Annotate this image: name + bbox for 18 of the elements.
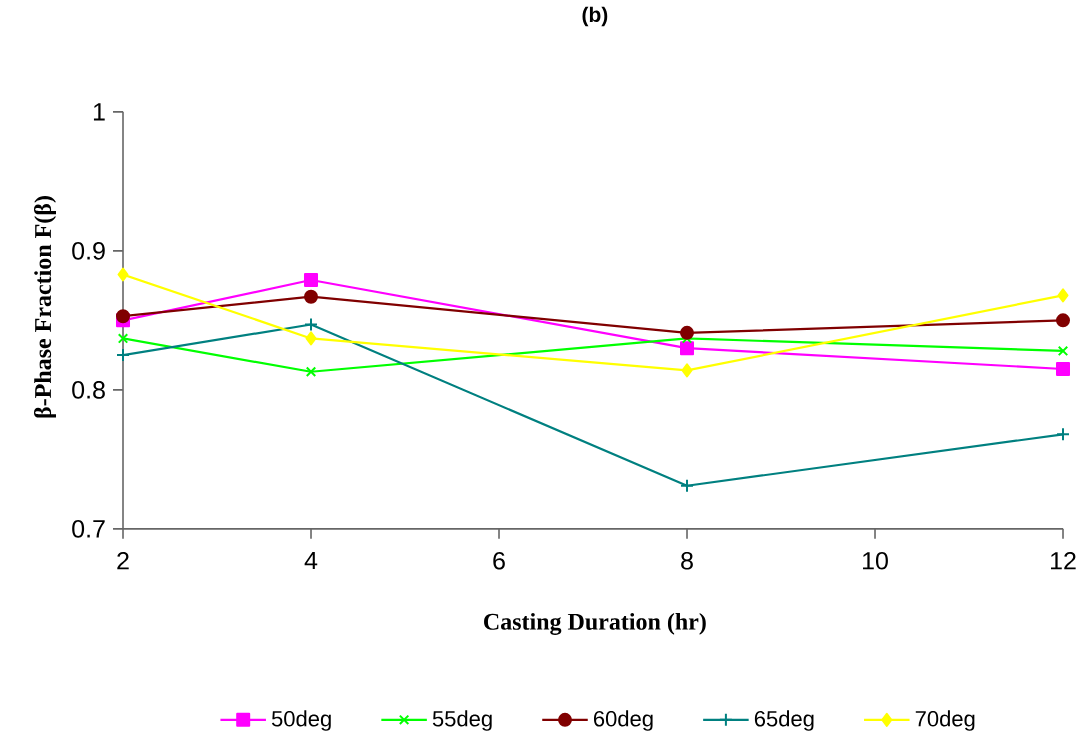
x-axis-title: Casting Duration (hr) xyxy=(484,613,706,635)
x-tick-label: 2 xyxy=(117,552,129,570)
x-tick-label: 10 xyxy=(863,552,888,570)
legend-label: 65deg xyxy=(754,710,814,731)
y-tick-label: 0.9 xyxy=(72,242,105,260)
legend-label: 70deg xyxy=(915,710,975,731)
x-tick-label: 4 xyxy=(304,552,318,570)
x-tick-label: 6 xyxy=(493,552,505,570)
y-tick-label: 0.8 xyxy=(72,381,105,399)
y-tick-label: 0.7 xyxy=(72,520,105,538)
chart-title: (b) xyxy=(582,6,608,27)
y-axis-title: β-Phase Fraction F(β) xyxy=(33,196,56,418)
x-tick-label: 8 xyxy=(681,552,693,570)
legend-label: 60deg xyxy=(593,710,653,731)
x-tick-label: 12 xyxy=(1051,552,1076,570)
legend-label: 55deg xyxy=(432,710,492,731)
y-tick-label: 1 xyxy=(93,103,105,121)
legend-label: 50deg xyxy=(271,710,331,731)
